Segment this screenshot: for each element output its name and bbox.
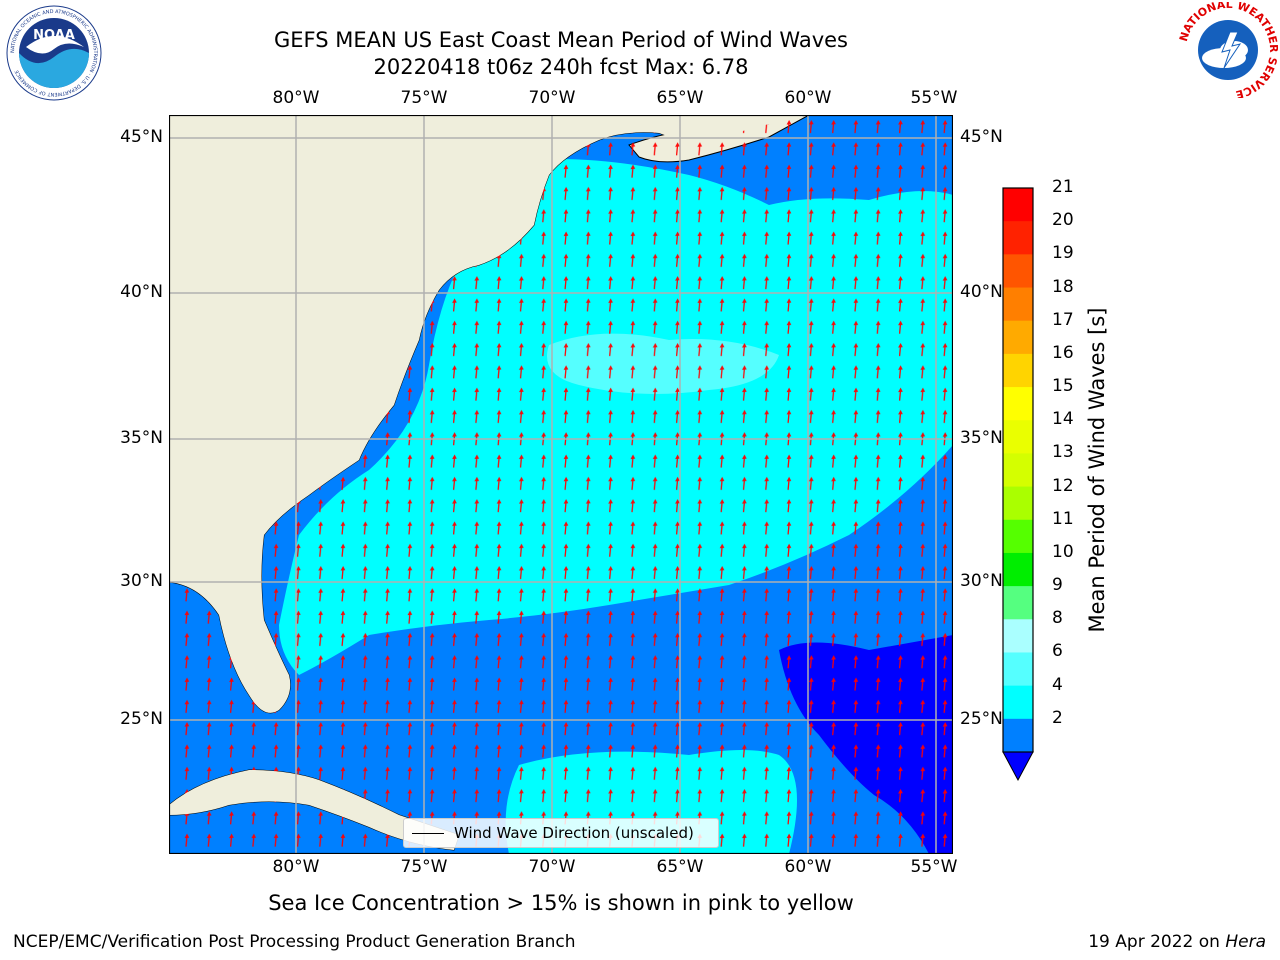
colorbar-segment (1003, 287, 1033, 322)
colorbar-title: Mean Period of Wind Waves [s] (1085, 307, 1109, 633)
colorbar-tick-label: 9 (1052, 575, 1063, 596)
noaa-logo-text: NOAA (33, 28, 75, 43)
colorbar-under-arrow (1002, 751, 1034, 782)
colorbar-segment (1003, 320, 1033, 355)
colorbar-segment (1003, 254, 1033, 289)
lat-tick-right: 45°N (960, 127, 1003, 147)
lon-tick-bottom: 55°W (910, 857, 958, 877)
colorbar-segment (1003, 552, 1033, 587)
generation-date-text: 19 Apr 2022 on (1088, 932, 1226, 952)
colorbar-segment (1003, 718, 1033, 753)
colorbar-segment (1003, 685, 1033, 720)
lat-tick-left: 25°N (120, 709, 163, 729)
lon-tick-bottom: 75°W (400, 857, 448, 877)
colorbar-tick-label: 13 (1052, 442, 1074, 463)
colorbar-tick-label: 19 (1052, 243, 1074, 264)
colorbar-tick-label: 18 (1052, 276, 1074, 297)
wind-wave-map (169, 115, 953, 854)
producer-credit: NCEP/EMC/Verification Post Processing Pr… (13, 932, 576, 952)
lat-tick-left: 45°N (120, 127, 163, 147)
colorbar-segment (1003, 188, 1033, 222)
colorbar-tick-label: 20 (1052, 210, 1074, 231)
map-subtitle-run: 20220418 t06z 240h fcst Max: 6.78 (373, 55, 749, 79)
colorbar-segment (1003, 221, 1033, 255)
colorbar-segment (1003, 353, 1033, 388)
map-title: GEFS MEAN US East Coast Mean Period of W… (274, 28, 848, 52)
lat-tick-right: 40°N (960, 282, 1003, 302)
sea-ice-note: Sea Ice Concentration > 15% is shown in … (268, 891, 854, 915)
colorbar (1002, 187, 1034, 782)
colorbar-segments (1003, 188, 1033, 753)
colorbar-tick-label: 21 (1052, 177, 1074, 197)
nws-logo: NATIONAL WEATHER SERVICE (1178, 2, 1278, 98)
lon-tick-top: 65°W (656, 88, 704, 108)
lon-tick-top: 55°W (910, 88, 958, 108)
colorbar-segment (1003, 652, 1033, 687)
lon-tick-top: 60°W (784, 88, 832, 108)
colorbar-segment (1003, 486, 1033, 521)
lat-tick-left: 30°N (120, 571, 163, 591)
colorbar-tick-label: 12 (1052, 475, 1074, 496)
lon-tick-top: 80°W (272, 88, 320, 108)
lon-tick-bottom: 65°W (656, 857, 704, 877)
colorbar-tick-label: 11 (1052, 508, 1074, 529)
lat-tick-right: 25°N (960, 709, 1003, 729)
colorbar-segment (1003, 453, 1033, 488)
colorbar-tick-label: 6 (1052, 641, 1063, 662)
lat-tick-right: 35°N (960, 428, 1003, 448)
lat-tick-left: 35°N (120, 428, 163, 448)
colorbar-segment (1003, 420, 1033, 454)
colorbar-tick-label: 17 (1052, 309, 1074, 330)
colorbar-tick-label: 2 (1052, 707, 1063, 728)
lon-tick-top: 75°W (400, 88, 448, 108)
colorbar-segment (1003, 619, 1033, 653)
colorbar-tick-label: 16 (1052, 342, 1074, 363)
legend-line-swatch (412, 832, 444, 834)
colorbar-segment (1003, 519, 1033, 554)
lon-tick-bottom: 60°W (784, 857, 832, 877)
noaa-logo: NOAA NATIONAL OCEANIC AND ATMOSPHERIC AD… (6, 5, 102, 101)
colorbar-tick-label: 10 (1052, 541, 1074, 562)
legend-label: Wind Wave Direction (unscaled) (454, 824, 694, 842)
colorbar-tick-label: 8 (1052, 608, 1063, 629)
generation-machine: Hera (1225, 932, 1266, 952)
graticule (169, 115, 953, 854)
colorbar-tick-label: 15 (1052, 376, 1074, 397)
lat-tick-left: 40°N (120, 282, 163, 302)
lat-tick-right: 30°N (960, 571, 1003, 591)
colorbar-segment (1003, 387, 1033, 421)
colorbar-segment (1003, 586, 1033, 620)
lon-tick-top: 70°W (528, 88, 576, 108)
map-legend: Wind Wave Direction (unscaled) (403, 818, 719, 848)
colorbar-tick-label: 14 (1052, 409, 1074, 430)
colorbar-tick-label: 4 (1052, 674, 1063, 695)
lon-tick-bottom: 70°W (528, 857, 576, 877)
generation-date: 19 Apr 2022 on Hera (1088, 932, 1266, 952)
lon-tick-bottom: 80°W (272, 857, 320, 877)
